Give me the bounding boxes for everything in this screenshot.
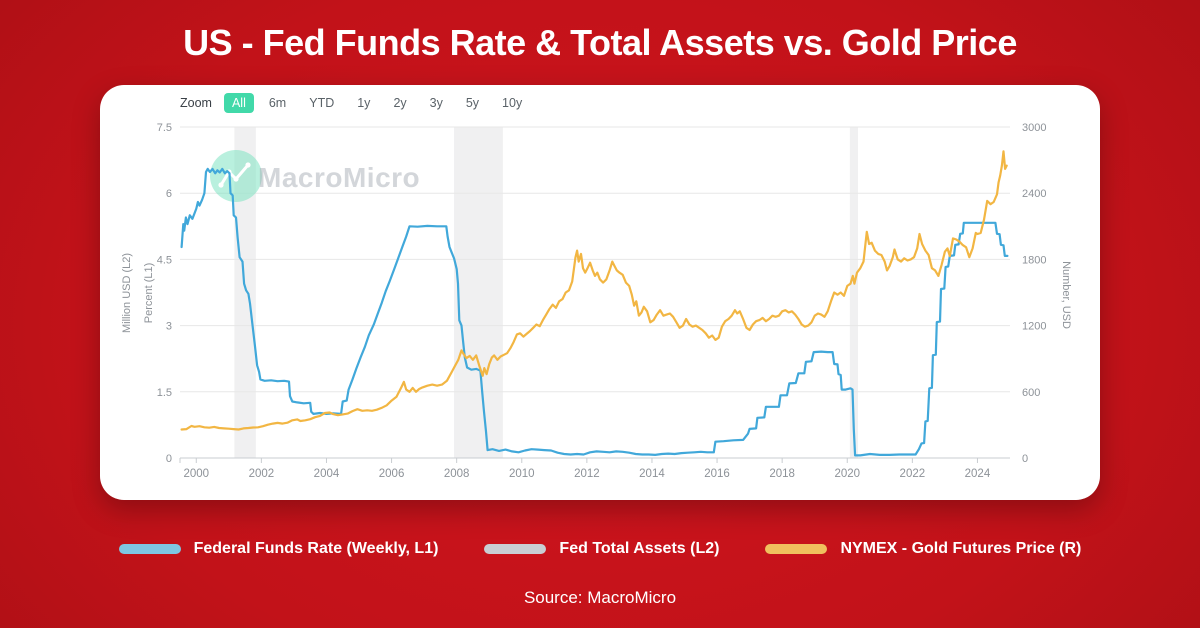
legend-swatch-fed-total-assets xyxy=(484,544,547,554)
line-chart-logo-icon xyxy=(233,176,239,182)
legend: Federal Funds Rate (Weekly, L1) Fed Tota… xyxy=(0,540,1200,558)
legend-swatch-fed-funds-rate xyxy=(118,544,181,554)
right-axis-tick-label: 1800 xyxy=(1022,254,1046,266)
right-axis-tick-label: 3000 xyxy=(1022,122,1046,134)
x-axis-tick-label: 2002 xyxy=(249,468,275,480)
left-axis-tick-label: 4.5 xyxy=(157,254,172,266)
zoom-button-1y[interactable]: 1y xyxy=(357,96,371,110)
right-axis-tick-label: 0 xyxy=(1022,453,1028,465)
recession-band xyxy=(849,127,858,458)
x-axis-tick-label: 2020 xyxy=(834,468,860,480)
chart-card: MacroMicro 0 1.5 3 4.5 6 7.5 0 600 1200 1800 2400 30… xyxy=(100,85,1100,500)
x-axis-tick-label: 2006 xyxy=(379,468,405,480)
left-axis-title-percent: Percent (L1) xyxy=(143,263,155,324)
x-axis-tick-label: 2010 xyxy=(509,468,535,480)
legend-swatch-gold-futures xyxy=(765,544,828,554)
x-axis-tick-label: 2024 xyxy=(965,468,991,480)
zoom-toolbar: Zoom All 6m YTD 1y 2y 3y 5y 10y xyxy=(180,93,537,113)
legend-item-fed-funds-rate[interactable]: Federal Funds Rate (Weekly, L1) xyxy=(118,540,439,558)
right-axis-tick-label: 2400 xyxy=(1022,188,1046,200)
legend-item-gold-futures[interactable]: NYMEX - Gold Futures Price (R) xyxy=(765,540,1081,558)
x-axis-tick-label: 2014 xyxy=(639,468,665,480)
left-axis-tick-label: 3 xyxy=(166,321,172,333)
zoom-button-10y[interactable]: 10y xyxy=(502,96,523,110)
x-axis-tick-label: 2004 xyxy=(314,468,340,480)
right-axis-title: Number, USD xyxy=(1060,261,1072,329)
x-axis-tick-label: 2008 xyxy=(444,468,470,480)
zoom-button-all[interactable]: All xyxy=(223,93,254,113)
page-title: US - Fed Funds Rate & Total Assets vs. G… xyxy=(183,22,1017,63)
left-axis-tick-label: 0 xyxy=(166,453,172,465)
series-line-2 xyxy=(180,150,1008,431)
legend-label-gold-futures: NYMEX - Gold Futures Price (R) xyxy=(840,540,1082,557)
left-axis-tick-label: 6 xyxy=(166,188,172,200)
zoom-button-2y[interactable]: 2y xyxy=(393,96,407,110)
left-axis-tick-label: 7.5 xyxy=(157,122,172,134)
watermark-text: MacroMicro xyxy=(258,162,420,193)
recession-band xyxy=(234,127,256,458)
zoom-label: Zoom xyxy=(180,96,212,110)
x-axis-tick-label: 2022 xyxy=(900,468,926,480)
series-line-0 xyxy=(180,167,1009,457)
right-axis-tick-label: 600 xyxy=(1022,387,1040,399)
x-axis-tick-label: 2000 xyxy=(183,468,209,480)
left-axis-tick-label: 1.5 xyxy=(157,387,172,399)
zoom-buttons-group: All 6m YTD 1y 2y 3y 5y 10y xyxy=(223,93,537,113)
zoom-button-6m[interactable]: 6m xyxy=(268,96,287,110)
line-chart-logo-icon xyxy=(245,162,251,168)
line-chart-logo-icon xyxy=(218,182,224,188)
line-chart-logo-icon xyxy=(219,163,250,187)
legend-item-fed-total-assets[interactable]: Fed Total Assets (L2) xyxy=(484,540,719,558)
right-axis-tick-label: 1200 xyxy=(1022,321,1046,333)
x-axis-tick-label: 2016 xyxy=(704,468,730,480)
source-text: Source: MacroMicro xyxy=(523,588,677,607)
left-axis-title-million-usd: Million USD (L2) xyxy=(121,253,133,333)
legend-label-fed-funds-rate: Federal Funds Rate (Weekly, L1) xyxy=(193,540,439,557)
zoom-button-ytd[interactable]: YTD xyxy=(309,96,335,110)
chart-canvas[interactable]: MacroMicro 0 1.5 3 4.5 6 7.5 0 600 1200 1800 2400 30… xyxy=(100,85,1100,500)
line-chart-logo-icon xyxy=(210,150,262,202)
x-axis-tick-label: 2018 xyxy=(769,468,795,480)
legend-label-fed-total-assets: Fed Total Assets (L2) xyxy=(559,540,720,557)
zoom-button-5y[interactable]: 5y xyxy=(465,96,480,110)
x-axis-tick-label: 2012 xyxy=(574,468,600,480)
zoom-button-3y[interactable]: 3y xyxy=(429,96,443,110)
recession-band xyxy=(454,127,503,458)
